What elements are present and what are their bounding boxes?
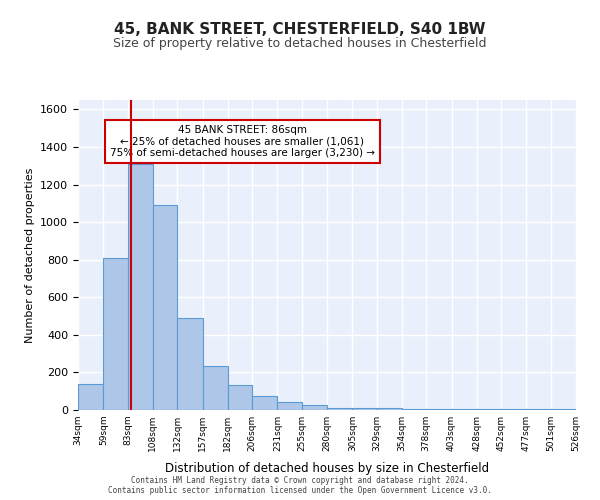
Bar	[327, 408, 352, 410]
Bar	[452, 409, 477, 410]
Bar	[252, 396, 277, 410]
Bar	[78, 384, 103, 410]
Bar	[228, 384, 252, 410]
Text: Contains HM Land Registry data © Crown copyright and database right 2024.
Contai: Contains HM Land Registry data © Crown c…	[108, 476, 492, 495]
Bar	[302, 406, 327, 410]
Text: 45, BANK STREET, CHESTERFIELD, S40 1BW: 45, BANK STREET, CHESTERFIELD, S40 1BW	[114, 22, 486, 38]
Bar	[103, 258, 128, 410]
Bar	[426, 409, 452, 410]
Bar	[501, 409, 526, 410]
X-axis label: Distribution of detached houses by size in Chesterfield: Distribution of detached houses by size …	[165, 462, 489, 475]
Bar	[377, 408, 402, 410]
Text: Size of property relative to detached houses in Chesterfield: Size of property relative to detached ho…	[113, 38, 487, 51]
Y-axis label: Number of detached properties: Number of detached properties	[25, 168, 35, 342]
Bar	[128, 164, 153, 410]
Bar	[352, 408, 377, 410]
Bar	[526, 409, 551, 410]
Bar	[477, 409, 501, 410]
Text: 45 BANK STREET: 86sqm
← 25% of detached houses are smaller (1,061)
75% of semi-d: 45 BANK STREET: 86sqm ← 25% of detached …	[110, 125, 375, 158]
Bar	[153, 205, 177, 410]
Bar	[177, 318, 203, 410]
Bar	[402, 409, 426, 410]
Bar	[277, 402, 302, 410]
Bar	[551, 409, 576, 410]
Bar	[203, 366, 228, 410]
